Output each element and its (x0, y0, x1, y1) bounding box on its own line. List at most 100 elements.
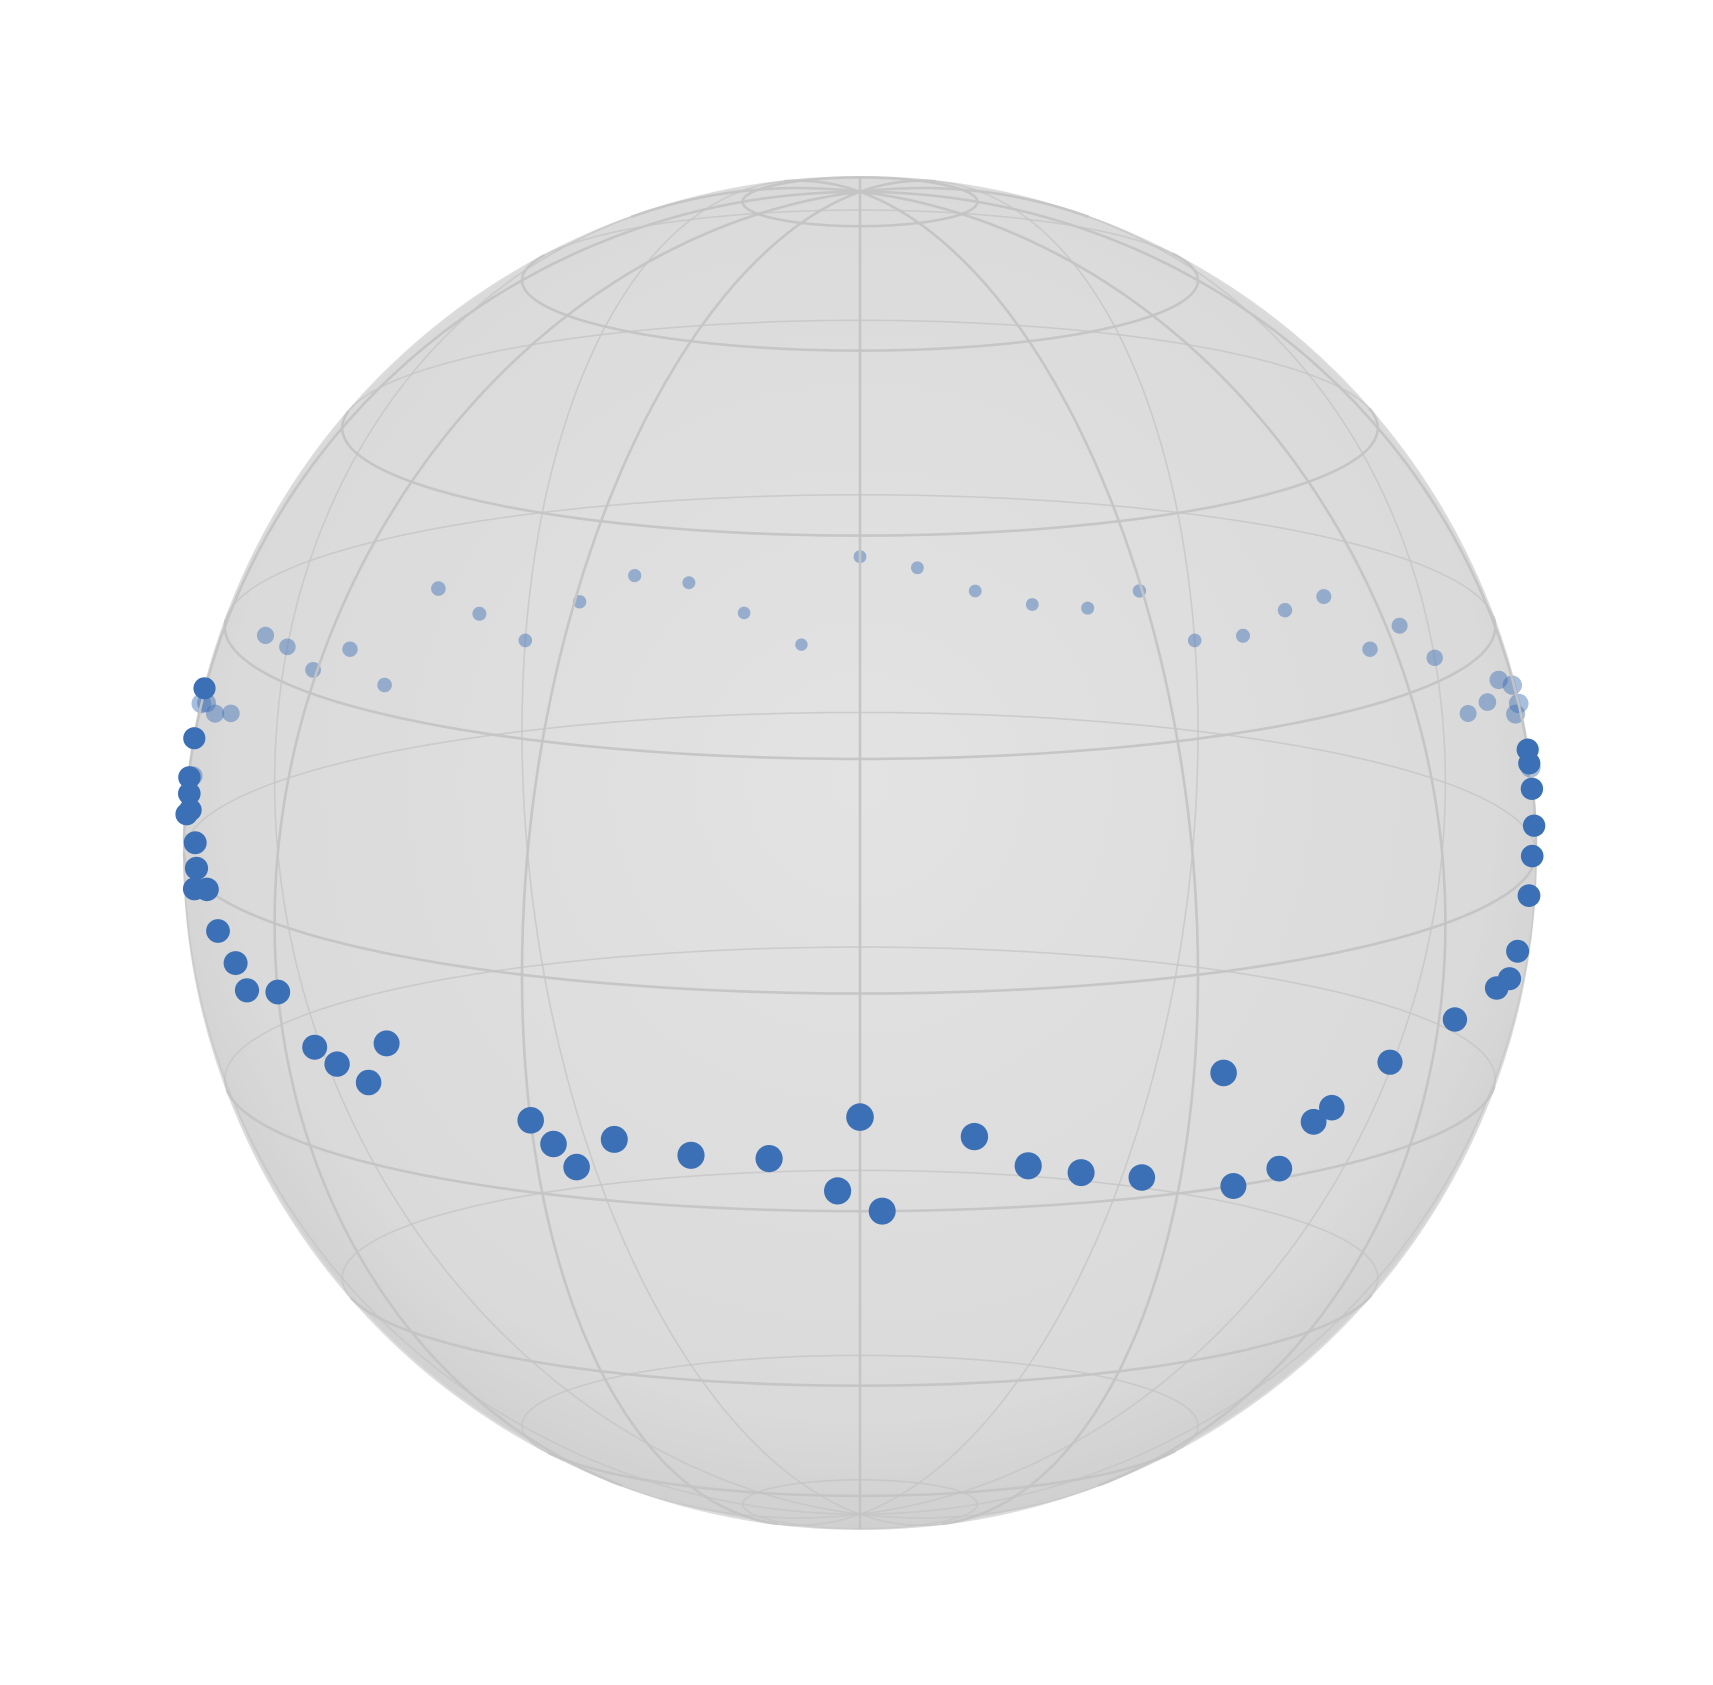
data-point (1459, 705, 1477, 722)
latitude-line (860, 319, 1370, 409)
data-point (868, 1197, 896, 1225)
longitude-line (520, 190, 861, 1526)
data-point (222, 704, 240, 723)
data-point (178, 782, 201, 805)
sphere-grid-front (182, 176, 1538, 1529)
data-point (682, 576, 696, 590)
data-point (1319, 1094, 1345, 1121)
data-point (178, 766, 201, 789)
latitude-line (547, 1449, 1177, 1498)
data-point (1518, 752, 1541, 775)
data-point (1210, 1059, 1237, 1087)
data-point (373, 1030, 400, 1057)
latitude-line (224, 493, 860, 621)
data-point (265, 979, 291, 1005)
latitude-line (182, 849, 1538, 995)
data-point (195, 877, 219, 902)
data-point (846, 1103, 874, 1131)
data-point (1081, 601, 1095, 615)
data-point (968, 584, 982, 598)
latitude-line (860, 946, 1497, 1087)
data-point (355, 1069, 382, 1096)
latitude-line (340, 407, 1380, 537)
data-point (1266, 1155, 1293, 1182)
longitude-line (859, 216, 1447, 1515)
data-point (1520, 777, 1544, 800)
data-point (1025, 598, 1039, 611)
data-point (183, 727, 206, 750)
latitude-line (223, 616, 1497, 761)
longitude-line (859, 1513, 942, 1527)
data-point (1220, 1173, 1247, 1199)
data-point (1489, 670, 1508, 690)
data-point (600, 1125, 628, 1153)
data-point (1484, 976, 1509, 1000)
latitude-line (349, 1294, 1373, 1387)
data-point (563, 1153, 590, 1181)
longitude-line (859, 190, 1200, 1526)
latitude-line (544, 209, 860, 256)
data-point (755, 1145, 783, 1173)
data-point (1362, 641, 1378, 657)
data-point (206, 704, 225, 723)
data-point (1128, 1164, 1156, 1191)
data-point (824, 1177, 852, 1205)
data-point (431, 581, 446, 596)
data-point (677, 1141, 705, 1169)
data-point (256, 626, 275, 645)
longitude-line (859, 186, 1090, 219)
data-point (960, 1122, 989, 1151)
longitude-line (859, 190, 1447, 1487)
data-point (1506, 939, 1530, 963)
data-point (1391, 617, 1408, 634)
longitude-line (273, 190, 861, 1487)
latitude-line (341, 1169, 860, 1299)
latitude-line (860, 1169, 1379, 1296)
data-point (628, 569, 642, 583)
data-point (795, 638, 808, 651)
data-point (1316, 589, 1332, 605)
data-point (737, 606, 751, 620)
points-front-layer (175, 677, 1546, 1225)
data-point (223, 951, 248, 976)
longitude-line (859, 190, 1538, 854)
data-point (1236, 628, 1250, 643)
data-point (324, 1051, 350, 1077)
data-point (1377, 1049, 1403, 1075)
data-point (1067, 1159, 1095, 1187)
data-point (472, 606, 487, 621)
data-point (193, 677, 216, 700)
latitude-line (183, 711, 860, 854)
data-point (1442, 1007, 1468, 1032)
data-point (184, 856, 209, 880)
latitude-line (860, 493, 1495, 617)
data-point (1300, 1108, 1327, 1135)
data-point (206, 919, 230, 943)
latitude-line (520, 252, 1200, 352)
longitude-line (783, 179, 861, 194)
data-point (1502, 675, 1523, 695)
data-point (183, 831, 207, 855)
data-point (302, 1034, 328, 1060)
data-point (1187, 633, 1202, 648)
data-point (518, 633, 533, 648)
data-point (377, 677, 392, 693)
data-point (1522, 814, 1546, 837)
latitude-line (860, 711, 1537, 850)
data-point (517, 1107, 544, 1134)
data-point (178, 798, 202, 822)
data-point (279, 638, 296, 656)
data-point (234, 978, 260, 1003)
data-point (1520, 844, 1544, 868)
latitude-line (223, 946, 860, 1090)
longitude-line (859, 179, 937, 194)
longitude-line (182, 190, 861, 842)
data-point (1517, 884, 1541, 907)
latitude-line (860, 209, 1173, 255)
data-point (1426, 649, 1443, 666)
longitude-line (778, 1513, 861, 1527)
latitude-line (860, 1354, 1199, 1452)
latitude-line (521, 1354, 860, 1454)
